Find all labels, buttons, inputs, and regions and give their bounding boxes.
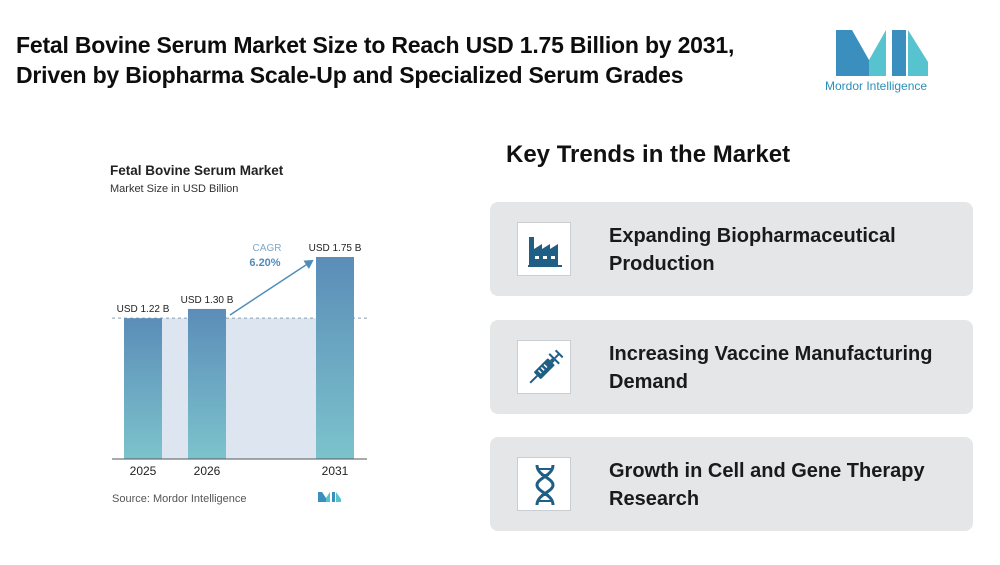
page-title: Fetal Bovine Serum Market Size to Reach … — [16, 30, 816, 90]
x-tick-2025: 2025 — [130, 464, 157, 478]
factory-icon — [517, 222, 571, 276]
data-label-2025: USD 1.22 B — [117, 304, 170, 315]
cagr-arrow — [229, 259, 314, 316]
trend-label: Increasing Vaccine Manufacturing Demand — [609, 343, 933, 393]
trend-card-cell-gene: Growth in Cell and Gene Therapy Research — [490, 437, 973, 531]
cagr-label: CAGR — [253, 243, 282, 254]
trend-label: Growth in Cell and Gene Therapy Research — [609, 460, 925, 510]
trends-title: Key Trends in the Market — [506, 141, 791, 168]
source-logo-icon — [318, 492, 341, 502]
headline-line-1: Fetal Bovine Serum Market Size to Reach … — [16, 32, 735, 58]
trend-label: Expanding Biopharmaceutical Production — [609, 225, 896, 275]
chart-title: Fetal Bovine Serum Market — [110, 163, 284, 178]
trend-card-vaccine: Increasing Vaccine Manufacturing Demand — [490, 320, 973, 414]
mordor-logo-icon — [836, 30, 928, 76]
growth-band — [162, 318, 316, 459]
syringe-icon — [517, 340, 571, 394]
chart-source: Source: Mordor Intelligence — [112, 493, 247, 505]
market-size-chart: Fetal Bovine Serum Market Market Size in… — [110, 163, 370, 505]
data-label-2026: USD 1.30 B — [181, 295, 234, 306]
x-tick-2026: 2026 — [194, 464, 221, 478]
bar-2031 — [316, 257, 354, 459]
brand-name: Mordor Intelligence — [825, 79, 928, 93]
headline-line-2: Driven by Biopharma Scale-Up and Special… — [16, 62, 684, 88]
chart-subtitle: Market Size in USD Billion — [110, 183, 238, 195]
x-tick-2031: 2031 — [322, 464, 349, 478]
data-label-2031: USD 1.75 B — [309, 243, 362, 254]
cagr-value: 6.20% — [249, 257, 280, 269]
bar-2026 — [188, 308, 226, 459]
trend-card-biopharma: Expanding Biopharmaceutical Production — [490, 202, 973, 296]
dna-icon — [517, 457, 571, 511]
brand-logo: Mordor Intelligence — [822, 24, 942, 96]
bar-2025 — [124, 318, 162, 459]
